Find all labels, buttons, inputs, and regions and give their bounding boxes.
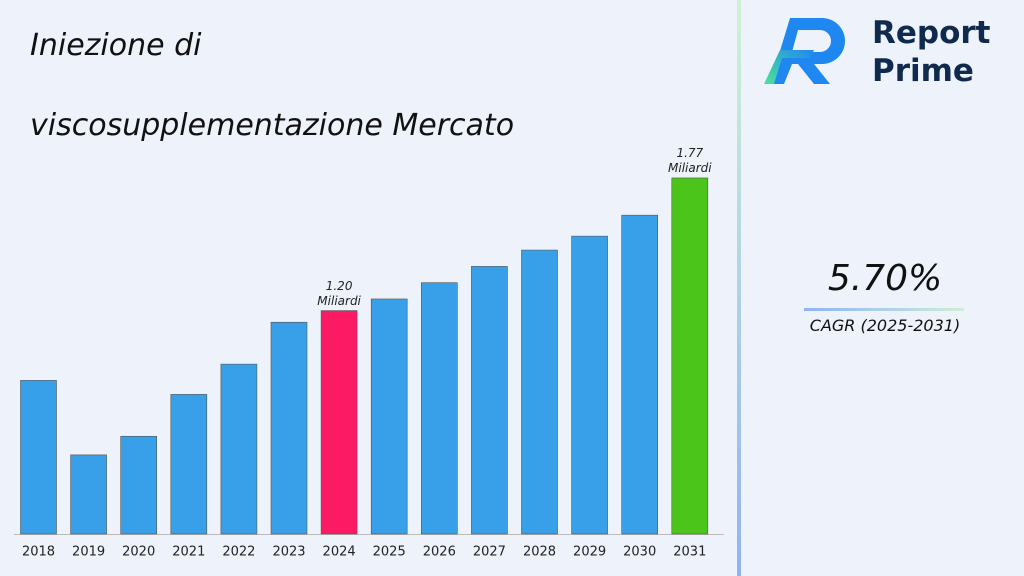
bar: [370, 298, 408, 535]
bar: [220, 363, 258, 535]
bar: [471, 266, 508, 535]
bar: [671, 177, 709, 535]
x-tick-label: 2019: [72, 545, 105, 560]
x-tick-label: 2022: [222, 545, 255, 560]
bar: [70, 454, 107, 535]
x-tick-label: 2031: [673, 545, 706, 560]
x-tick-label: 2020: [122, 545, 155, 560]
brand-line: Report: [872, 15, 991, 51]
bar: [270, 321, 308, 535]
bar: [571, 235, 608, 535]
x-tick-label: 2026: [423, 545, 456, 560]
x-tick-label: 2023: [272, 545, 305, 560]
logo: [764, 18, 845, 84]
bar: [521, 249, 558, 535]
divider: [737, 0, 741, 576]
cagr-underline: [804, 308, 964, 311]
x-tick-label: 2030: [623, 545, 656, 560]
chart-title: Iniezione di viscosupplementazione Merca…: [30, 28, 515, 143]
bar: [120, 435, 157, 535]
x-tick-label: 2024: [323, 545, 356, 560]
value-label: 1.77 Miliardi: [668, 145, 712, 175]
x-tick-label: 2028: [523, 545, 556, 560]
value-label: 1.20 Miliardi: [317, 278, 361, 308]
bar: [320, 310, 358, 535]
x-tick-label: 2029: [573, 545, 606, 560]
x-tick-label: 2018: [22, 545, 55, 560]
bar: [621, 214, 659, 535]
bar: [170, 394, 208, 535]
x-tick-label: 2021: [172, 545, 205, 560]
cagr-value: 5.70%: [827, 258, 943, 299]
x-tick-label: 2025: [373, 545, 406, 560]
brand-line: Prime: [872, 53, 974, 89]
bar: [420, 282, 458, 535]
x-tick-label: 2027: [473, 545, 506, 560]
brand: Report Prime: [872, 14, 991, 90]
cagr-label: CAGR (2025-2031): [809, 316, 961, 335]
bar: [20, 380, 57, 535]
